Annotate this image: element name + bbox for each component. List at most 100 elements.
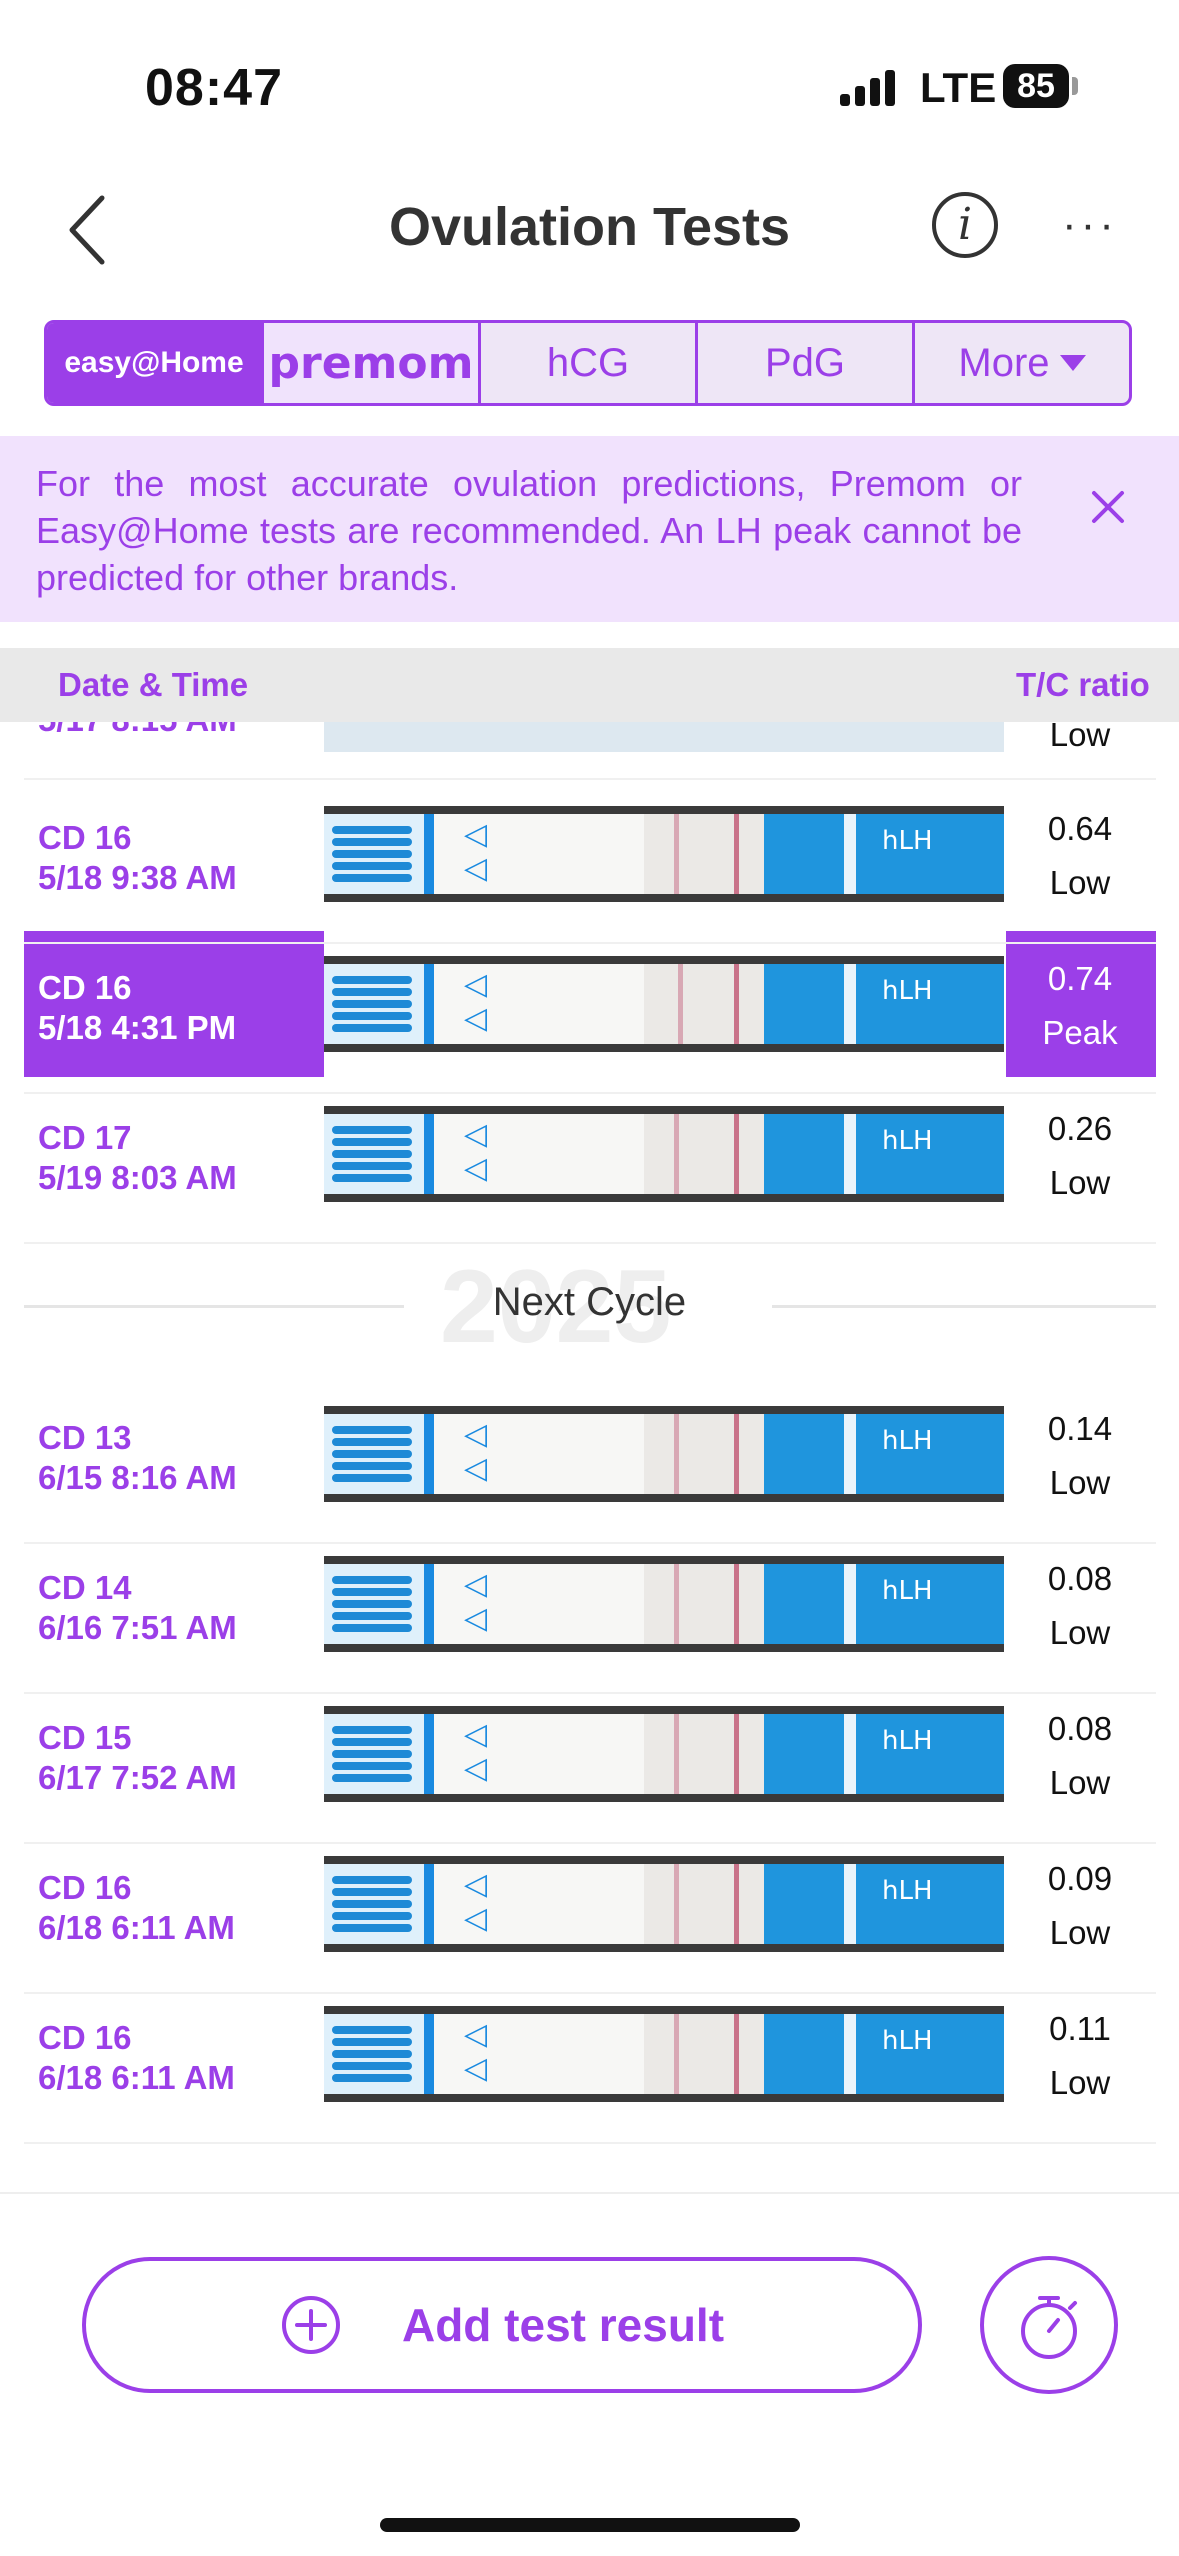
bottom-divider (0, 2192, 1179, 2194)
page-title: Ovulation Tests (388, 197, 791, 257)
selected-row-highlight (24, 931, 324, 1077)
row-cycle-day: CD 13 (38, 1419, 132, 1456)
row-ratio-value: 0.14 (1047, 1410, 1113, 1447)
test-strip-image (324, 722, 1004, 752)
row-datetime: CD 14 6/16 7:51 AM (38, 1568, 237, 1648)
row-datetime: CD 17 5/19 8:03 AM (38, 1118, 237, 1198)
battery-icon: 85 (1003, 64, 1069, 108)
tab-pdg[interactable]: PdG (698, 323, 915, 403)
caret-down-icon (1059, 355, 1086, 371)
row-ratio: 0.08 Low (1000, 1702, 1160, 1810)
tab-label: More (958, 340, 1050, 385)
more-icon: ··· (1062, 200, 1118, 249)
row-level: Low (1049, 1914, 1111, 1951)
row-ratio: 0.14 Low (1000, 1402, 1160, 1510)
table-row-partial[interactable]: 5/17 8:15 AM Low (0, 722, 1179, 752)
row-level: Low (1049, 864, 1111, 901)
close-banner-button[interactable] (1086, 485, 1130, 529)
row-ratio: 0.08 Low (1000, 1552, 1160, 1660)
row-datetime: CD 16 5/18 9:38 AM (38, 818, 237, 898)
row-ratio: 0.26 Low (1000, 1102, 1160, 1210)
row-ratio-value: 0.64 (1047, 810, 1113, 847)
tab-easy-at-home[interactable]: easy@Home (47, 323, 264, 403)
row-ratio: 0.11 Low (1000, 2002, 1160, 2110)
row-cycle-day: CD 15 (38, 1719, 132, 1756)
row-date: 6/18 6:11 AM (38, 1909, 235, 1946)
test-strip-image: ◁ ◁ hLH (324, 1706, 1004, 1802)
row-date: 5/19 8:03 AM (38, 1159, 237, 1196)
test-strip-image: ◁ ◁ hLH (324, 806, 1004, 902)
banner-text: For the most accurate ovulation predicti… (36, 463, 1022, 598)
row-cycle-day: CD 16 (38, 969, 132, 1006)
row-cycle-day: CD 16 (38, 819, 132, 856)
timer-button[interactable] (980, 2256, 1118, 2394)
test-strip-image: ◁ ◁ hLH (324, 1106, 1004, 1202)
row-ratio-value: 0.11 (1049, 2010, 1111, 2047)
strip-text: hLH (882, 1426, 933, 1456)
info-button[interactable]: i (932, 192, 998, 258)
tab-label: easy@Home (64, 346, 244, 379)
row-date: 6/15 8:16 AM (38, 1459, 237, 1496)
tab-hcg[interactable]: hCG (481, 323, 698, 403)
chevron-left-icon (69, 195, 105, 265)
more-options-button[interactable]: ··· (1062, 200, 1122, 249)
add-test-result-label: Add test result (401, 2299, 725, 2351)
row-cycle-day: CD 16 (38, 1869, 132, 1906)
strip-text: hLH (882, 1876, 933, 1906)
row-datetime: CD 16 6/18 6:11 AM (38, 1868, 235, 1948)
row-level: Low (1049, 1614, 1111, 1651)
test-strip-image: ◁ ◁ hLH (324, 1856, 1004, 1952)
row-level: Low (1049, 1764, 1111, 1801)
row-level: Low (1049, 722, 1111, 752)
row-ratio-value: 0.08 (1047, 1560, 1113, 1597)
row-divider (24, 1092, 1156, 1094)
tab-premom[interactable]: premom (264, 323, 481, 403)
tab-more[interactable]: More (915, 323, 1129, 403)
row-ratio-value: 0.09 (1047, 1860, 1113, 1897)
row-ratio: 0.64 Low (1000, 802, 1160, 910)
cycle-year-watermark: 2025 (440, 1249, 672, 1365)
signal-icon (840, 70, 900, 106)
test-strip-image: ◁ ◁ hLH (324, 1406, 1004, 1502)
row-date: 6/16 7:51 AM (38, 1609, 237, 1646)
test-strip-image: ◁ ◁ hLH (324, 956, 1004, 1052)
table-header (0, 648, 1179, 722)
row-cycle-day: CD 17 (38, 1119, 132, 1156)
status-time: 08:47 (145, 59, 283, 117)
strip-text: hLH (882, 976, 933, 1006)
tab-label: premom (268, 337, 474, 389)
test-strip-image: ◁ ◁ hLH (324, 2006, 1004, 2102)
info-icon: i (957, 199, 973, 250)
strip-text: hLH (882, 1576, 933, 1606)
add-test-result-button[interactable]: Add test result (82, 2257, 922, 2393)
row-datetime: CD 16 5/18 4:31 PM (38, 968, 236, 1048)
row-ratio-value: 0.26 (1047, 1110, 1113, 1147)
row-divider (24, 1692, 1156, 1694)
row-ratio-value: 0.08 (1047, 1710, 1113, 1747)
row-cycle-day: CD 14 (38, 1569, 132, 1606)
row-date: 5/18 9:38 AM (38, 859, 237, 896)
stopwatch-icon (1021, 2296, 1077, 2359)
close-icon (1092, 491, 1124, 523)
tab-label: PdG (764, 340, 846, 385)
back-button[interactable] (60, 190, 120, 270)
tab-label: hCG (546, 340, 630, 385)
cycle-divider-right (772, 1305, 1156, 1308)
selected-row-highlight (1006, 931, 1156, 1077)
strip-text: hLH (882, 2026, 933, 2056)
row-datetime: CD 15 6/17 7:52 AM (38, 1718, 237, 1798)
strip-text: hLH (882, 1126, 933, 1156)
row-datetime: CD 16 6/18 6:11 AM (38, 2018, 235, 2098)
row-datetime: 5/17 8:15 AM (38, 722, 237, 740)
battery-tip (1072, 77, 1078, 95)
home-indicator (380, 2518, 800, 2532)
strip-text: hLH (882, 1726, 933, 1756)
cycle-divider-left (24, 1305, 404, 1308)
next-cycle-label: Next Cycle (492, 1280, 687, 1324)
row-level: Low (1049, 1164, 1111, 1201)
row-level: Low (1049, 2064, 1111, 2101)
row-divider (24, 1242, 1156, 1244)
row-divider (24, 1542, 1156, 1544)
column-header-ratio: T/C ratio (1016, 666, 1150, 703)
row-ratio: 0.09 Low (1000, 1852, 1160, 1960)
